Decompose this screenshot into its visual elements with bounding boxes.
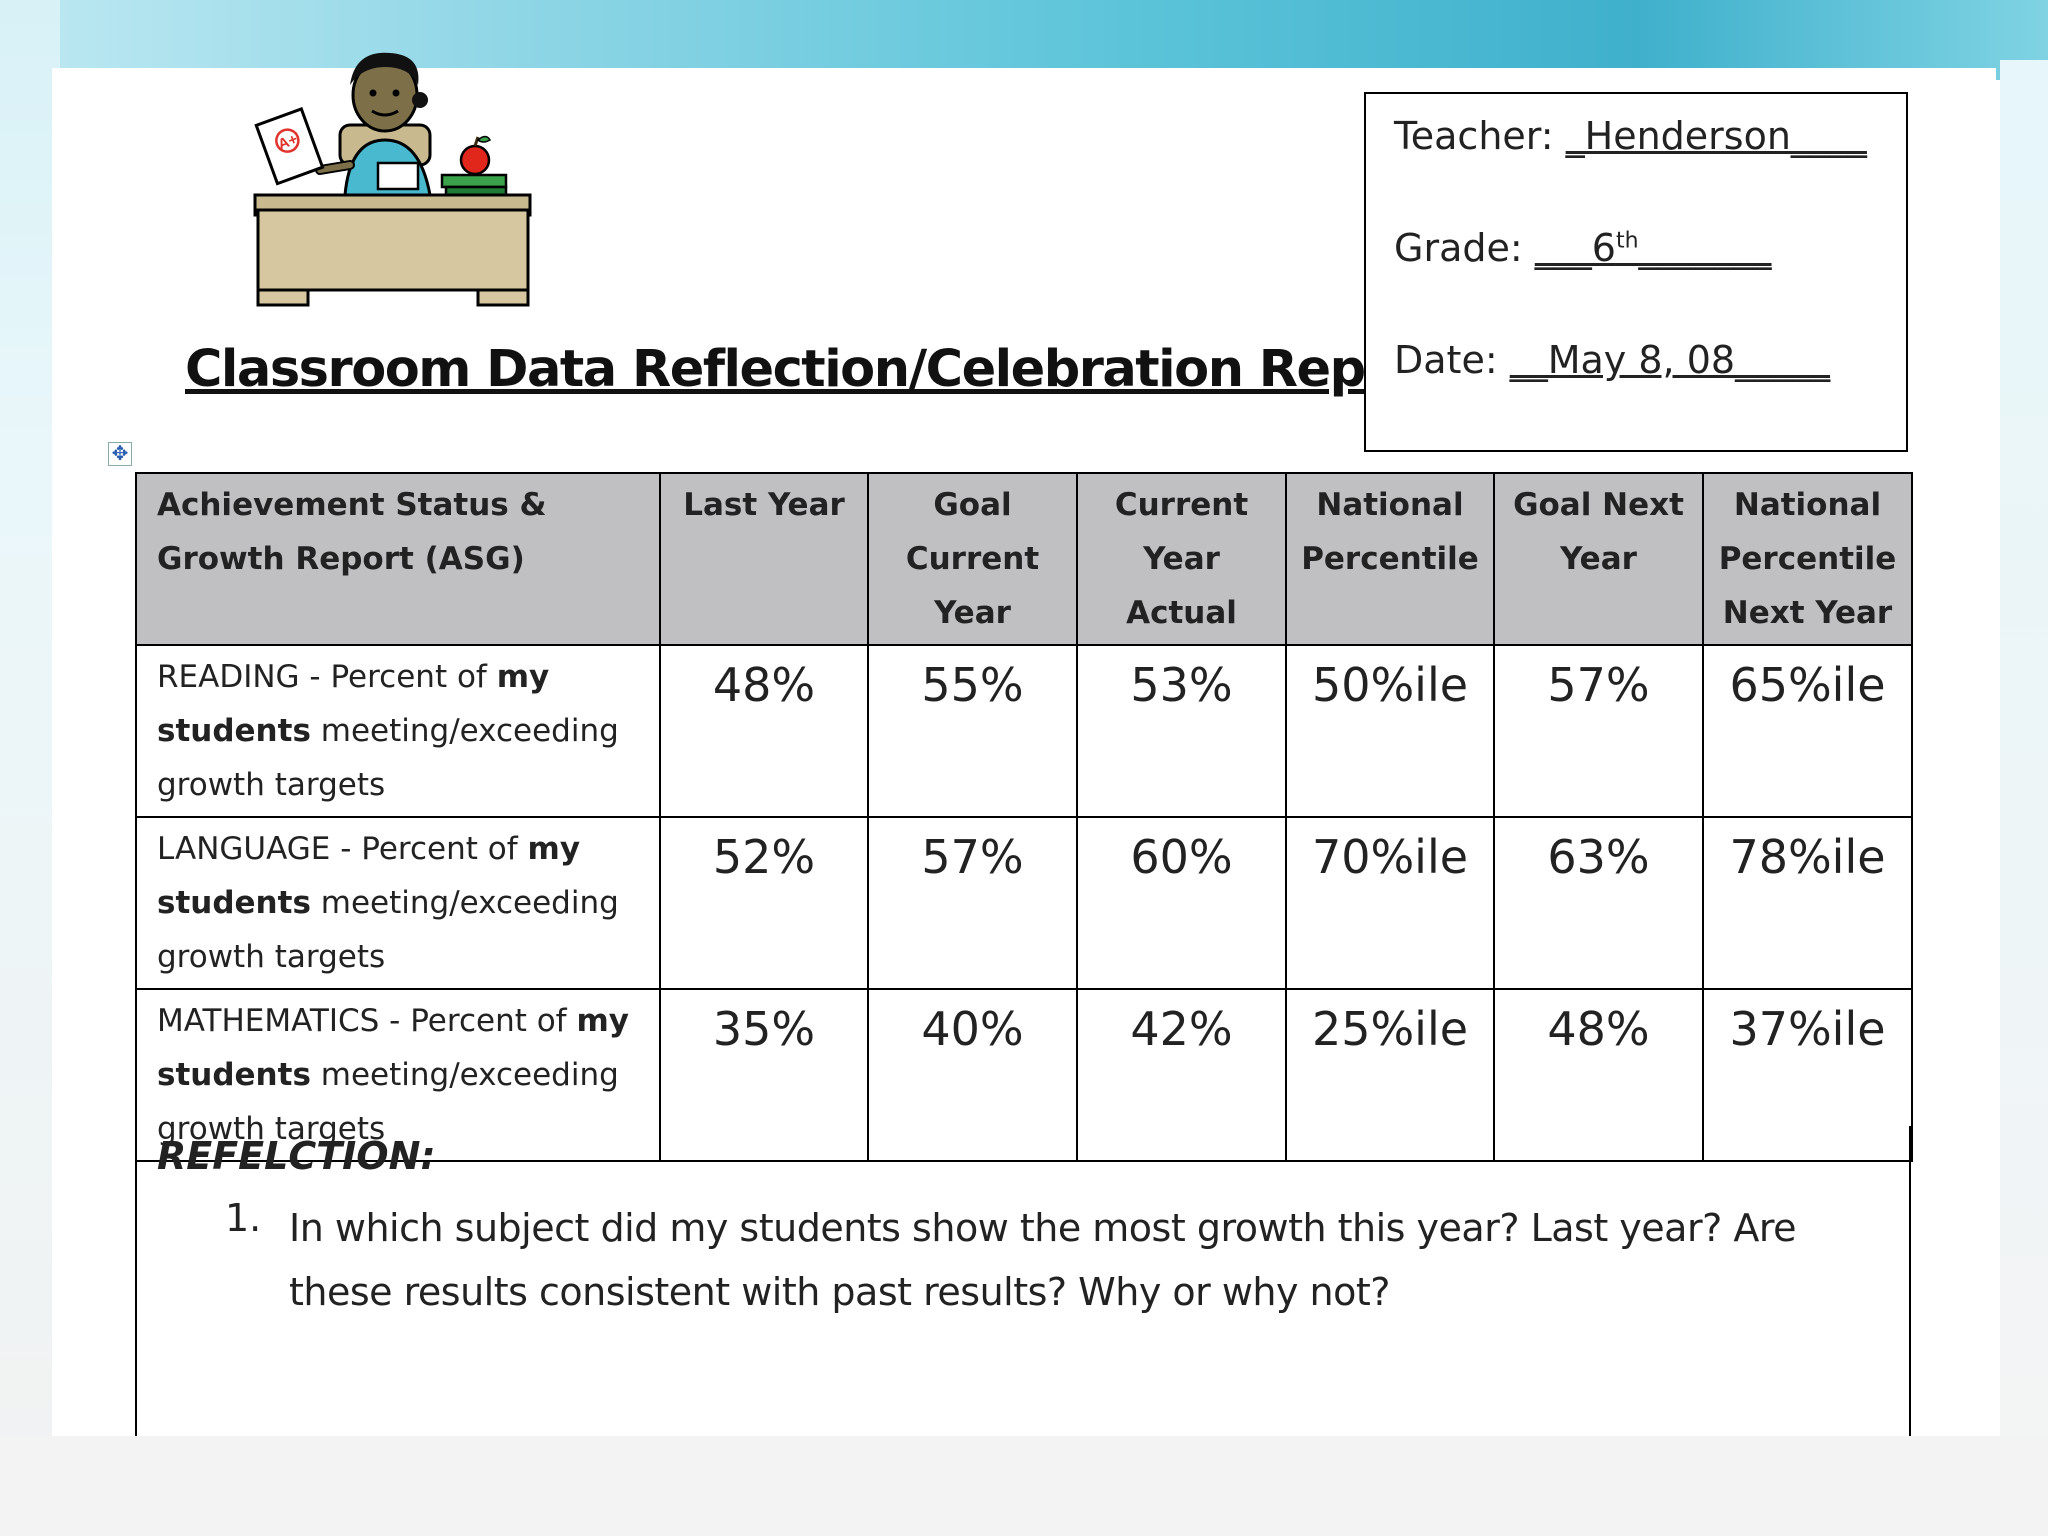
row-desc-bold: students [157, 1057, 311, 1093]
slide-background-left [0, 0, 60, 1536]
teacher-label: Teacher: [1394, 114, 1554, 158]
date-value: __May 8, 08_____ [1509, 338, 1831, 382]
cell-value: 60% [1076, 816, 1287, 990]
teacher-at-desk-clipart: A+ [253, 52, 532, 307]
reflection-heading: REFELCTION: [157, 1134, 436, 1178]
teacher-value: _Henderson____ [1565, 114, 1867, 158]
row-desc: - Percent of [330, 831, 528, 867]
row-desc-bold: my [576, 1003, 629, 1039]
header-last-year: Last Year [659, 472, 869, 646]
header-national-percentile-next-year: National Percentile Next Year [1702, 472, 1913, 646]
row-desc: - Percent of [299, 659, 497, 695]
row-desc-bold: my [527, 831, 581, 867]
grade-value: ___6th_______ [1535, 226, 1772, 270]
teacher-info-box: Teacher: _Henderson____ Grade: ___6th___… [1364, 92, 1908, 452]
row-desc-bold: students [157, 713, 311, 749]
date-label: Date: [1394, 338, 1498, 382]
table-row-mathematics: MATHEMATICS - Percent of my students mee… [135, 988, 1913, 1162]
row-desc: meeting/exceeding growth targets [157, 885, 619, 975]
table-row-language: LANGUAGE - Percent of my students meetin… [135, 816, 1913, 990]
row-label-language: LANGUAGE - Percent of my students meetin… [135, 816, 661, 990]
cell-value: 42% [1076, 988, 1287, 1162]
cell-value: 48% [1493, 988, 1704, 1162]
date-row: Date: __May 8, 08_____ [1394, 338, 1830, 382]
teacher-row: Teacher: _Henderson____ [1394, 114, 1867, 158]
cell-value: 35% [659, 988, 869, 1162]
cell-value: 70%ile [1285, 816, 1495, 990]
grade-row: Grade: ___6th_______ [1394, 226, 1772, 270]
cell-value: 55% [867, 644, 1078, 818]
report-title: Classroom Data Reflection/Celebration Re… [185, 340, 1446, 399]
paper-grade-text: A+ [276, 131, 300, 154]
header-goal-current-year: Goal Current Year [867, 472, 1078, 646]
cell-value: 37%ile [1702, 988, 1913, 1162]
row-desc: meeting/exceeding growth targets [157, 1057, 619, 1147]
row-desc-bold: my [496, 659, 550, 695]
reflection-section: REFELCTION: 1. In which subject did my s… [135, 1126, 1911, 1436]
table-header-row: Achievement Status & Growth Report (ASG)… [135, 472, 1913, 646]
grade-suffix: _______ [1638, 226, 1772, 270]
header-asg: Achievement Status & Growth Report (ASG) [135, 472, 661, 646]
cell-value: 52% [659, 816, 869, 990]
header-goal-next-year: Goal Next Year [1493, 472, 1704, 646]
cell-value: 63% [1493, 816, 1704, 990]
cell-value: 48% [659, 644, 869, 818]
subject-name: MATHEMATICS [157, 1003, 380, 1039]
grade-label: Grade: [1394, 226, 1523, 270]
grade-prefix: ___6 [1534, 226, 1616, 270]
row-label-reading: READING - Percent of my students meeting… [135, 644, 661, 818]
slide-background-top [0, 0, 2048, 80]
cell-value: 57% [1493, 644, 1704, 818]
cell-value: 53% [1076, 644, 1287, 818]
row-desc: meeting/exceeding growth targets [157, 713, 619, 803]
question-number: 1. [225, 1196, 262, 1240]
row-label-mathematics: MATHEMATICS - Percent of my students mee… [135, 988, 661, 1162]
slide-background-right [2000, 60, 2048, 1536]
row-desc-bold: students [157, 885, 311, 921]
cell-value: 40% [867, 988, 1078, 1162]
table-move-handle-icon[interactable]: ✥ [108, 442, 132, 466]
header-national-percentile: National Percentile [1285, 472, 1495, 646]
grade-superscript: th [1615, 228, 1639, 254]
subject-name: LANGUAGE [157, 831, 331, 867]
question-text: In which subject did my students show th… [289, 1206, 1797, 1314]
asg-data-table: Achievement Status & Growth Report (ASG)… [135, 472, 1913, 1162]
subject-name: READING [157, 659, 300, 695]
table-row-reading: READING - Percent of my students meeting… [135, 644, 1913, 818]
cell-value: 65%ile [1702, 644, 1913, 818]
row-desc: - Percent of [379, 1003, 577, 1039]
cell-value: 57% [867, 816, 1078, 990]
cell-value: 78%ile [1702, 816, 1913, 990]
header-current-year-actual: Current Year Actual [1076, 472, 1287, 646]
cell-value: 50%ile [1285, 644, 1495, 818]
slide-background-bottom [0, 1436, 2048, 1536]
cell-value: 25%ile [1285, 988, 1495, 1162]
